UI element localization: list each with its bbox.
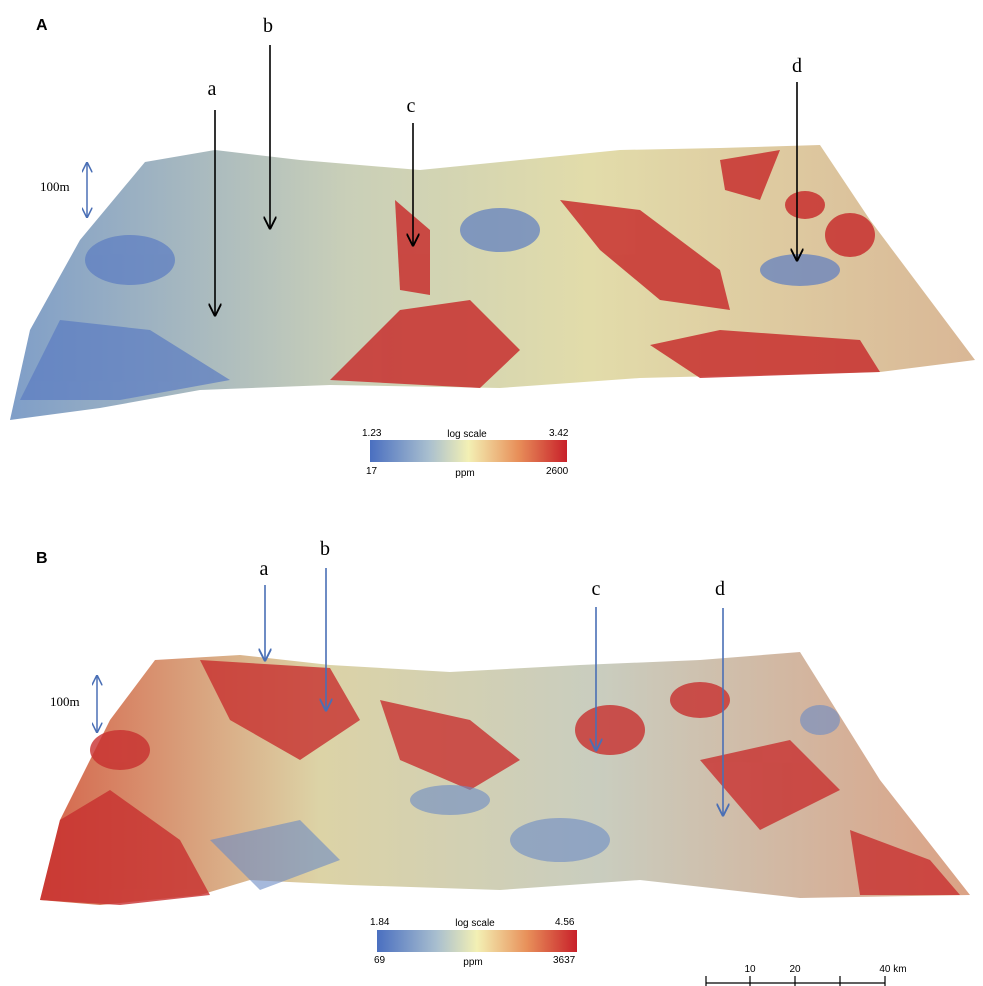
- scale-bar: [706, 976, 885, 986]
- marker-label: c: [407, 95, 416, 117]
- panel-b: B a b c d 100m 1.84 log scale 4.56 69 pp…: [36, 538, 970, 968]
- marker-label: b: [263, 15, 273, 37]
- scale-label: 40 km: [879, 964, 906, 975]
- colorbar-label: 4.56: [555, 917, 575, 928]
- scale-label: 10: [744, 964, 756, 975]
- colorbar-label: 17: [366, 466, 378, 477]
- colorbar-label: ppm: [463, 957, 482, 968]
- figure: A a b c d 100m 1.23 log scale 3.42 17 pp…: [0, 0, 983, 986]
- marker-label: d: [715, 578, 725, 600]
- colorbar-label: log scale: [455, 918, 495, 929]
- colorbar-label: 1.84: [370, 917, 390, 928]
- colorbar-label: 3.42: [549, 428, 569, 439]
- panel-label: A: [36, 17, 48, 34]
- marker-label: a: [208, 78, 217, 100]
- height-label: 100m: [50, 694, 80, 709]
- colorbar-label: 2600: [546, 466, 569, 477]
- colorbar-label: 1.23: [362, 428, 382, 439]
- marker-label: c: [592, 578, 601, 600]
- marker-label: d: [792, 55, 802, 77]
- height-label: 100m: [40, 179, 70, 194]
- scale-label: 20: [789, 964, 801, 975]
- panel-label: B: [36, 550, 48, 567]
- colorbar: [377, 930, 577, 952]
- marker-label: a: [260, 558, 269, 580]
- panel-a: A a b c d 100m 1.23 log scale 3.42 17 pp…: [10, 15, 975, 479]
- colorbar-label: log scale: [447, 429, 487, 440]
- colorbar-label: ppm: [455, 468, 474, 479]
- marker-label: b: [320, 538, 330, 560]
- colorbar: [370, 440, 567, 462]
- colorbar-label: 3637: [553, 955, 576, 966]
- colorbar-label: 69: [374, 955, 386, 966]
